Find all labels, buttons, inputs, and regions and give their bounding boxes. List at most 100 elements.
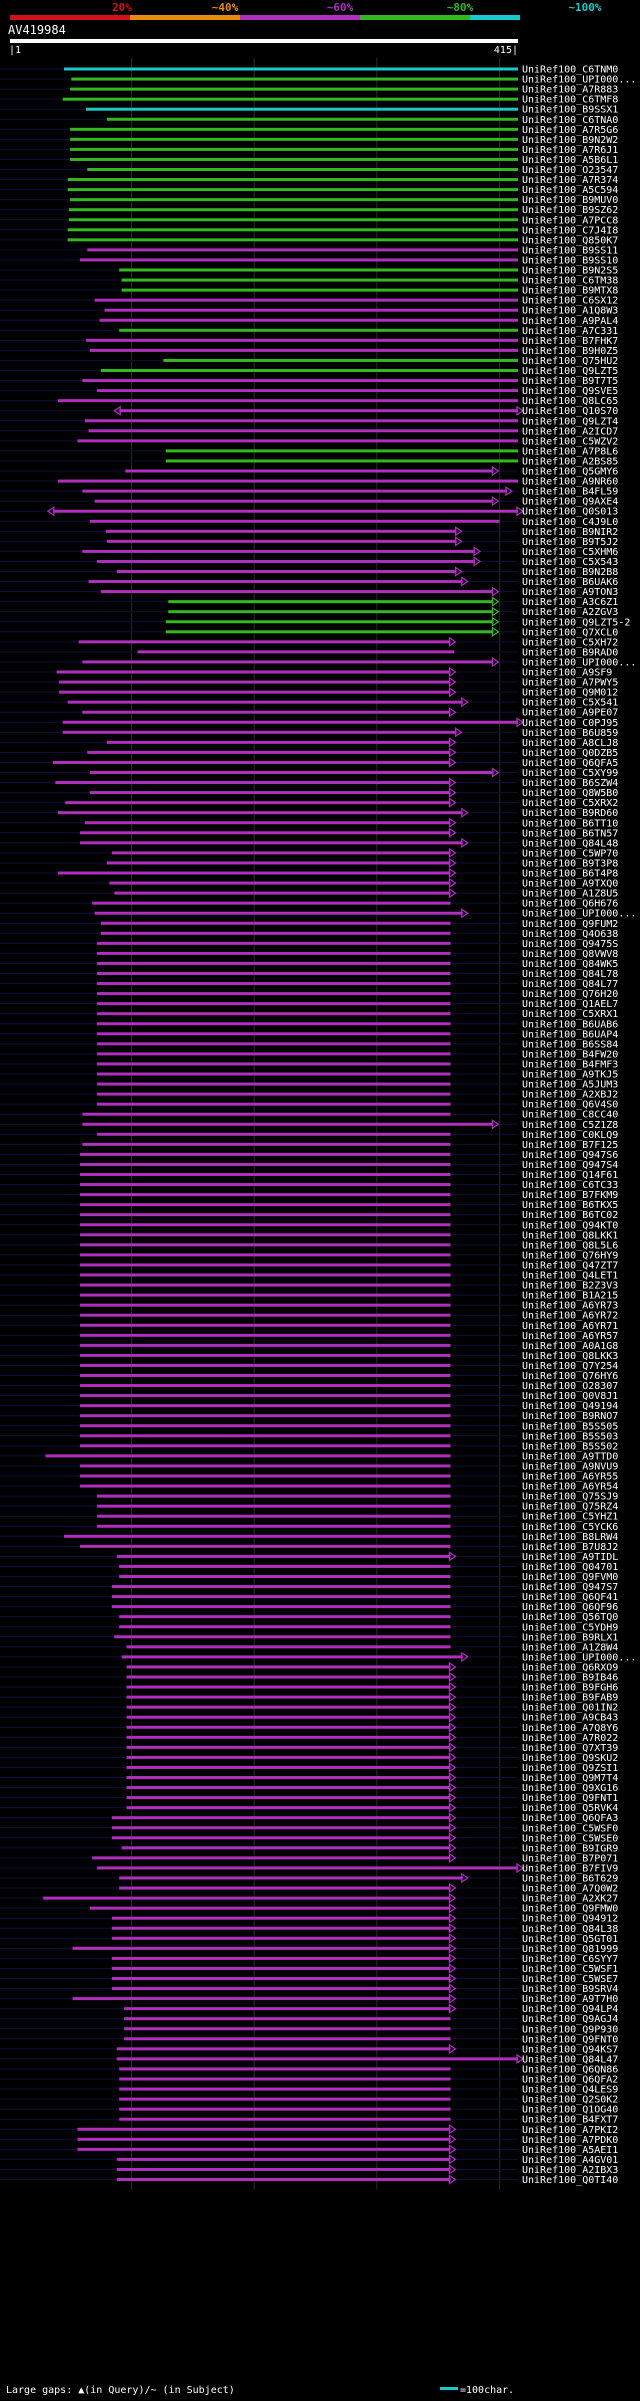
hit-bar [79,1474,451,1478]
hit-row: UniRef100_B9SS10 [0,255,618,266]
hit-label: UniRef100_A9NVU9 [522,1461,618,1472]
end-arrow [448,1923,457,1934]
hit-row: UniRef100_Q75SJ9 [0,1492,618,1503]
hit-bar [100,931,451,935]
scale-segment [360,15,470,20]
end-arrow [448,1782,457,1793]
hit-bar [79,1374,451,1377]
hit-label: UniRef100_B9FAB9 [522,1693,618,1704]
hit-row: UniRef100_Q94912 [0,1913,618,1925]
hit-label: UniRef100_A8CLJ8 [522,738,618,749]
hit-label: UniRef100_Q8L5L6 [522,1240,618,1251]
hit-row: UniRef100_A1Z8U5 [0,887,618,900]
hit-label: UniRef100_C8CC40 [522,1110,618,1121]
hit-row: UniRef100_Q9P930 [0,2024,618,2035]
hit-label: UniRef100_B9N2S5 [522,266,618,277]
hit-label: UniRef100_A4GV01 [522,2155,618,2166]
end-arrow [448,2154,457,2165]
hit-bar [94,911,463,915]
hit-label: UniRef100_B7FIV9 [522,1863,618,1874]
hit-row: UniRef100_Q76HY6 [0,1371,618,1382]
hit-bar [79,1404,451,1408]
hit-row: UniRef100_A9TKJ5 [0,1070,618,1081]
hit-bar [59,680,451,684]
end-arrow [448,1822,457,1833]
hit-label: UniRef100_Q94912 [522,1914,618,1925]
hit-bar [168,610,494,614]
hit-row: UniRef100_Q84L47 [0,2053,618,2065]
hit-row: UniRef100_B6TN57 [0,827,618,839]
hit-row: UniRef100_B6UAP4 [0,1029,618,1040]
hit-bar [97,961,451,965]
hit-bar [97,982,451,986]
hit-row: UniRef100_A2ZGV3 [0,606,618,618]
end-arrow [448,686,457,698]
end-arrow [448,857,457,869]
hit-bar [126,1786,451,1790]
hit-bar [97,951,451,955]
hit-label: UniRef100_B4FMF3 [522,1059,618,1070]
hit-label: UniRef100_A3C6Z1 [522,597,618,608]
hit-bar [77,2147,451,2151]
hit-label: UniRef100_Q6QF41 [522,1592,618,1603]
hit-bar [124,2037,451,2041]
hit-row: UniRef100_B1A215 [0,1291,618,1302]
hit-label: UniRef100_Q6H676 [522,899,618,910]
hit-bar [97,1052,451,1056]
hit-row: UniRef100_Q9FMW0 [0,1903,618,1915]
hit-label: UniRef100_A0A1G8 [522,1341,618,1352]
hit-row: UniRef100_B7F125 [0,1140,618,1151]
start-arrow [46,506,55,517]
hit-row: UniRef100_UPI000... [0,75,636,86]
hit-row: UniRef100_Q14F61 [0,1170,618,1181]
hit-row: UniRef100_B7U8J2 [0,1542,618,1553]
axis-end-label: 415| [494,45,518,56]
hit-row: UniRef100_A7C331 [0,326,618,337]
hit-label: UniRef100_Q49194 [522,1401,618,1412]
hit-label: UniRef100_C5XH72 [522,637,618,648]
hit-bar [84,821,451,825]
end-arrow [448,1963,457,1974]
hit-bar [125,469,494,473]
hit-row: UniRef100_B9SZ62 [0,205,618,216]
hit-bar [67,700,463,704]
end-arrow [455,566,463,577]
hit-label: UniRef100_B9N2W2 [522,135,618,146]
hit-row: UniRef100_A9TTD0 [0,1451,618,1462]
hit-bar [106,539,457,543]
hit-label: UniRef100_B9RAD0 [522,647,618,658]
hit-bar [116,2157,451,2161]
hit-bar [86,107,518,111]
hit-bar [89,348,518,352]
hit-row: UniRef100_B7P071 [0,1852,618,1864]
hit-bar [68,218,518,222]
hit-bar [116,2167,451,2171]
hit-label: UniRef100_Q9FVM0 [522,1572,618,1583]
hit-label: UniRef100_B9H0Z5 [522,346,618,357]
hit-label: UniRef100_Q84WK5 [522,959,618,970]
hit-label: UniRef100_Q850K7 [522,235,618,246]
hit-label: UniRef100_A6YR71 [522,1321,618,1332]
hit-row: UniRef100_B9SRV4 [0,1983,618,1995]
hit-row: UniRef100_Q6V4S0 [0,1100,618,1111]
hit-row: UniRef100_B6SS84 [0,1039,618,1050]
hit-label: UniRef100_A2ZGV3 [522,607,618,618]
hit-bar [126,1725,451,1729]
hit-bar [79,1363,451,1367]
hit-bar [114,891,451,895]
end-arrow [491,496,500,507]
end-arrow [448,1943,457,1954]
hit-bar [79,1293,451,1297]
hit-bar [52,760,451,764]
hit-label: UniRef100_Q1OG40 [522,2105,618,2116]
hit-label: UniRef100_Q7Y254 [522,1361,618,1372]
end-arrow [448,1842,457,1853]
hit-label: UniRef100_A2BS85 [522,456,618,467]
hit-label: UniRef100_A5C594 [522,185,618,196]
scale-segment [10,15,130,20]
hit-bar [116,2178,451,2181]
hit-row: UniRef100_Q5GMY6 [0,465,618,478]
hit-row: UniRef100_Q6QF41 [0,1592,618,1603]
hit-bar [82,1122,494,1126]
hit-bar [111,1836,451,1840]
